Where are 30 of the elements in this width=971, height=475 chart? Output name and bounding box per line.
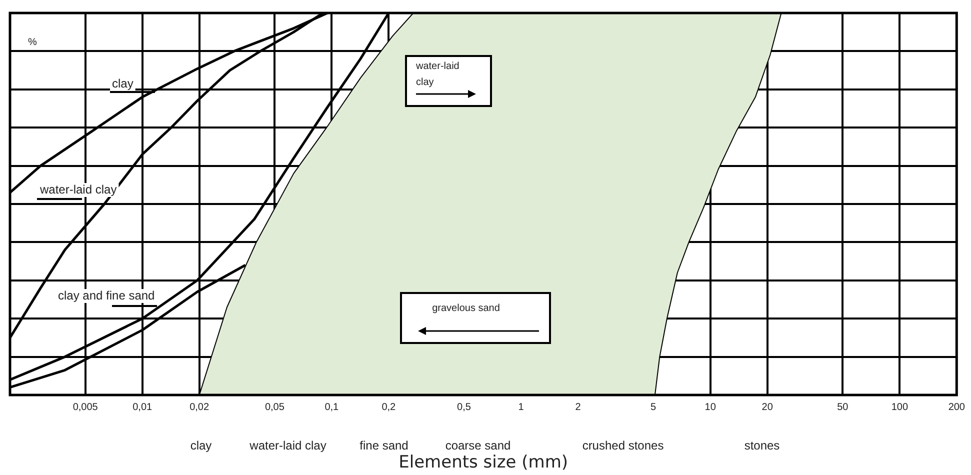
annotation: gravelous sand <box>431 302 501 316</box>
text: stones <box>744 438 780 452</box>
text: clay <box>190 438 212 452</box>
series-label: water-laid clay <box>39 182 117 196</box>
x-tick-label: 20 <box>762 402 774 413</box>
x-tick-label: 5 <box>650 402 657 413</box>
x-tick-label: 0,1 <box>324 402 340 413</box>
text: fine sand <box>360 438 408 452</box>
x-tick-label: 0,02 <box>190 402 210 413</box>
x-tick-label: 0,5 <box>457 402 472 413</box>
note-box: water-laid clay <box>405 55 492 107</box>
x-tick-label: 200 <box>948 402 966 413</box>
x-tick-label: 0,01 <box>132 402 153 413</box>
x-tick-label: 10 <box>704 402 716 413</box>
x-tick-label: 0,005 <box>72 402 98 413</box>
x-tick-label: 0,05 <box>264 402 285 413</box>
x-axis-title: Elements size (mm) <box>398 452 568 472</box>
series-label: clay <box>112 76 134 90</box>
text: crushed stones <box>582 438 664 452</box>
x-tick-label: 0,2 <box>382 402 396 413</box>
x-tick-label: 1 <box>518 402 524 413</box>
x-tick-label: 100 <box>891 402 908 413</box>
note-box: gravelous sand <box>400 292 551 344</box>
y-axis-title: % <box>28 36 37 48</box>
annotation: water-laid clay <box>416 60 460 90</box>
x-tick-label: 50 <box>837 402 849 413</box>
x-tick-label: 2 <box>575 402 582 413</box>
series-label: clay and fine sand <box>58 288 155 302</box>
text: coarse sand <box>445 438 511 452</box>
text: water-laid clay <box>248 438 326 452</box>
